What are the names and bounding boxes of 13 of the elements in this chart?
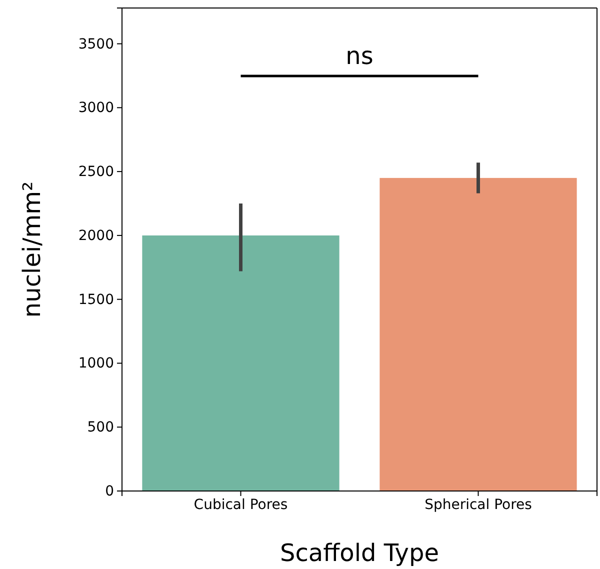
y-tick-label: 0	[105, 483, 114, 500]
x-tick-label: Cubical Pores	[194, 496, 288, 513]
y-tick-label: 1000	[78, 356, 114, 372]
annotation: ns	[346, 42, 374, 70]
y-tick-label: 2500	[78, 164, 114, 180]
y-tick-label: 1500	[78, 292, 114, 308]
y-tick-label: 3500	[78, 36, 114, 52]
y-tick-label: 2000	[78, 228, 114, 244]
y-tick-label: 3000	[78, 100, 114, 116]
x-tick-label: Spherical Pores	[424, 496, 532, 513]
y-tick-label: 500	[87, 420, 114, 436]
y-axis-title: nuclei/mm²	[18, 181, 46, 318]
x-axis-title: Scaffold Type	[280, 539, 440, 567]
